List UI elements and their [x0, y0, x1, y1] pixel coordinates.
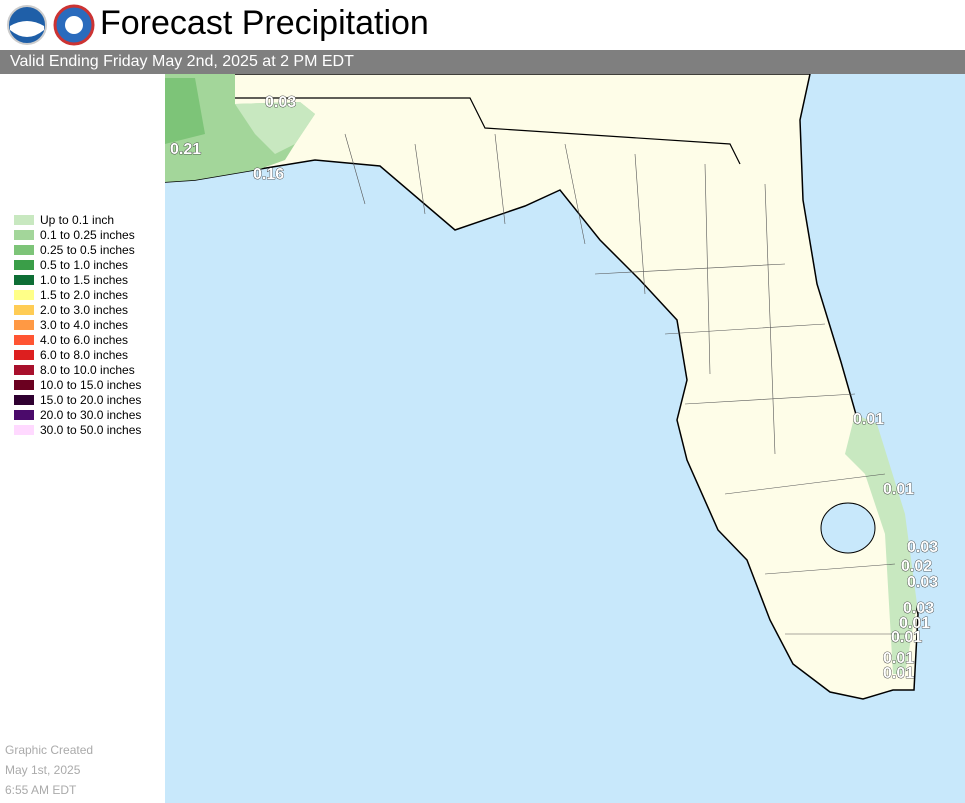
map-label: 0.01 [883, 650, 914, 667]
map-label: 0.16 [253, 166, 284, 183]
footer: Graphic Created May 1st, 2025 6:55 AM EDT [5, 740, 93, 800]
legend-label: 10.0 to 15.0 inches [40, 377, 142, 392]
legend-entry: 6.0 to 8.0 inches [14, 347, 141, 362]
title: Forecast Precipitation [100, 4, 429, 42]
legend-label: 20.0 to 30.0 inches [40, 407, 142, 422]
footer-line: Graphic Created [5, 743, 94, 757]
legend-entry: 0.5 to 1.0 inches [14, 257, 141, 272]
legend-entry: 0.1 to 0.25 inches [14, 227, 141, 242]
legend-swatch [14, 229, 34, 240]
legend-label: 15.0 to 20.0 inches [40, 392, 142, 407]
legend-swatch [14, 424, 34, 435]
map-label: 0.01 [853, 411, 884, 428]
logos [7, 4, 95, 46]
map-label: 0.21 [170, 141, 201, 158]
legend-entry: 15.0 to 20.0 inches [14, 392, 141, 407]
legend-entry: 0.25 to 0.5 inches [14, 242, 141, 257]
legend-swatch [14, 319, 34, 330]
map-label: 0.01 [891, 629, 922, 646]
legend-swatch [14, 334, 34, 345]
footer-line: 6:55 AM EDT [5, 783, 77, 797]
legend-entry: 1.5 to 2.0 inches [14, 287, 141, 302]
legend-label: 1.5 to 2.0 inches [40, 287, 129, 302]
county-lines [344, 133, 905, 635]
map-label: 0.02 [901, 558, 932, 575]
legend-entry: Up to 0.1 inch [14, 212, 141, 227]
legend-swatch [14, 274, 34, 285]
legend-swatch [14, 394, 34, 405]
legend-swatch [14, 364, 34, 375]
footer-line: May 1st, 2025 [5, 763, 81, 777]
legend-entry: 30.0 to 50.0 inches [14, 422, 141, 437]
legend-label: Up to 0.1 inch [40, 212, 115, 227]
legend-label: 6.0 to 8.0 inches [40, 347, 129, 362]
nws-logo-center [65, 16, 83, 34]
legend-swatch [14, 214, 34, 225]
legend-swatch [14, 304, 34, 315]
legend-swatch [14, 379, 34, 390]
legend-swatch [14, 244, 34, 255]
state-line [235, 97, 741, 165]
map-labels: 0.030.210.160.010.010.030.020.030.030.01… [170, 94, 939, 683]
legend-swatch [14, 349, 34, 360]
map-label: 0.01 [883, 665, 914, 682]
legend-entry: 3.0 to 4.0 inches [14, 317, 141, 332]
legend-label: 0.5 to 1.0 inches [40, 257, 129, 272]
legend-label: 2.0 to 3.0 inches [40, 302, 129, 317]
map-label: 0.03 [265, 94, 296, 111]
legend-label: 0.1 to 0.25 inches [40, 227, 135, 242]
precip-area [845, 414, 917, 674]
precip-area [235, 102, 315, 154]
map-label: 0.01 [899, 615, 930, 632]
legend-label: 0.25 to 0.5 inches [40, 242, 135, 257]
lake-okeechobee [820, 502, 876, 554]
legend-entry: 1.0 to 1.5 inches [14, 272, 141, 287]
legend-label: 1.0 to 1.5 inches [40, 272, 129, 287]
legend-entry: 4.0 to 6.0 inches [14, 332, 141, 347]
legend-label: 30.0 to 50.0 inches [40, 422, 142, 437]
subtitle-bar: Valid Ending Friday May 2nd, 2025 at 2 P… [0, 50, 965, 74]
subtitle: Valid Ending Friday May 2nd, 2025 at 2 P… [10, 53, 354, 70]
legend-swatch [14, 259, 34, 270]
legend-swatch [14, 289, 34, 300]
legend-entry: 2.0 to 3.0 inches [14, 302, 141, 317]
legend-label: 3.0 to 4.0 inches [40, 317, 129, 332]
map-label: 0.03 [907, 574, 938, 591]
map-label: 0.03 [903, 600, 934, 617]
legend-entry: 20.0 to 30.0 inches [14, 407, 141, 422]
noaa-logo-wave [10, 21, 44, 37]
map-label: 0.01 [883, 481, 914, 498]
land [165, 74, 919, 700]
precip-area [165, 74, 315, 182]
legend-entry: 10.0 to 15.0 inches [14, 377, 141, 392]
legend: Up to 0.1 inch 0.1 to 0.25 inches 0.25 to … [14, 212, 141, 437]
legend-swatch [14, 409, 34, 420]
map-label: 0.03 [907, 539, 938, 556]
map: 0.030.210.160.010.010.030.020.030.030.01… [165, 74, 965, 803]
legend-label: 8.0 to 10.0 inches [40, 362, 135, 377]
precip-area [165, 78, 205, 144]
legend-label: 4.0 to 6.0 inches [40, 332, 129, 347]
legend-entry: 8.0 to 10.0 inches [14, 362, 141, 377]
